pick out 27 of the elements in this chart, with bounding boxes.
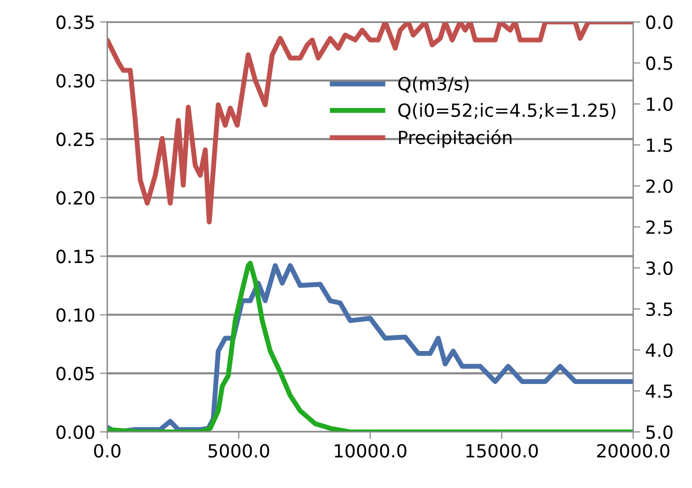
x-tick-label: 5000.0 — [208, 444, 270, 458]
x-tick-label: 0.0 — [94, 444, 120, 458]
y2-tick-label: 4.0 — [646, 343, 672, 358]
y2-tick-label: 2.5 — [646, 220, 672, 234]
y2-tick-label: 1.5 — [646, 138, 672, 152]
y2-tick-label: 2.0 — [646, 179, 672, 194]
legend-label: Q(m3/s) — [398, 76, 469, 93]
x-tick-label: 20000.0 — [597, 444, 670, 458]
y-tick-label: 0.00 — [56, 425, 94, 439]
y-tick-label: 0.30 — [56, 74, 94, 88]
legend-label: Q(i0=52;ic=4.5;k=1.25) — [398, 103, 616, 120]
y2-tick-label: 0.0 — [646, 15, 672, 30]
x-tick-label: 15000.0 — [466, 444, 538, 458]
y2-tick-label: 5.0 — [646, 425, 672, 439]
y2-tick-label: 3.0 — [646, 261, 672, 276]
y-tick-label: 0.20 — [56, 191, 94, 205]
y-tick-label: 0.25 — [56, 132, 94, 146]
y2-tick-label: 4.5 — [646, 384, 672, 398]
legend-label: Precipitación — [399, 130, 512, 148]
y2-tick-label: 3.5 — [646, 302, 672, 316]
y2-tick-label: 0.5 — [646, 56, 672, 70]
y-tick-label: 0.15 — [56, 250, 94, 264]
y2-tick-label: 1.0 — [646, 97, 672, 112]
y-tick-label: 0.05 — [56, 366, 94, 380]
y-tick-label: 0.35 — [56, 15, 94, 30]
y-tick-label: 0.10 — [56, 308, 94, 322]
x-tick-label: 10000.0 — [334, 444, 406, 458]
